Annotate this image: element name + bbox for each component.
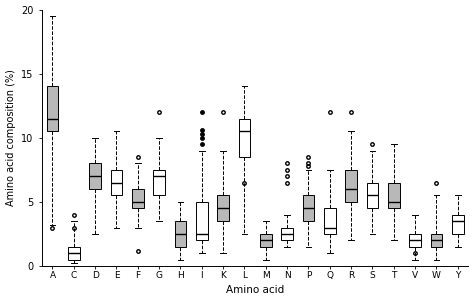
PathPatch shape [388, 183, 400, 208]
PathPatch shape [153, 170, 165, 195]
PathPatch shape [430, 234, 442, 247]
PathPatch shape [324, 208, 336, 234]
PathPatch shape [281, 228, 293, 240]
PathPatch shape [302, 195, 314, 221]
PathPatch shape [132, 189, 144, 208]
PathPatch shape [196, 202, 208, 240]
PathPatch shape [452, 215, 464, 234]
PathPatch shape [110, 170, 122, 195]
PathPatch shape [345, 170, 357, 202]
PathPatch shape [217, 195, 229, 221]
PathPatch shape [366, 183, 378, 208]
Y-axis label: Amino acid composition (%): Amino acid composition (%) [6, 69, 16, 206]
PathPatch shape [238, 119, 250, 157]
PathPatch shape [260, 234, 272, 247]
PathPatch shape [89, 163, 101, 189]
PathPatch shape [68, 247, 80, 260]
X-axis label: Amino acid: Amino acid [226, 285, 284, 296]
PathPatch shape [174, 221, 186, 247]
PathPatch shape [46, 86, 58, 131]
PathPatch shape [409, 234, 421, 247]
